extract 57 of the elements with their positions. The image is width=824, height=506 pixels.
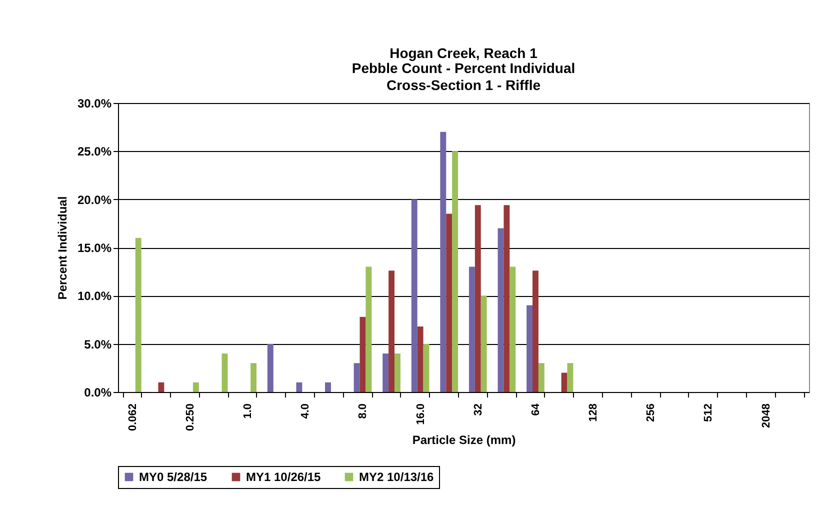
y-tick-label: 10.0% [77, 289, 112, 304]
legend-label: MY1 10/26/15 [246, 470, 322, 484]
x-tick-label: 256 [645, 404, 658, 422]
y-tick-label: 30.0% [77, 96, 112, 110]
x-tick-label: 0.250 [184, 404, 196, 432]
bar [267, 344, 274, 392]
y-tick-label: 25.0% [77, 144, 112, 159]
bar [567, 363, 574, 392]
bar [354, 363, 360, 392]
bar [498, 228, 504, 392]
bar [382, 353, 389, 392]
y-tick-label: 0.0% [84, 386, 112, 400]
legend-label: MY2 10/13/16 [359, 470, 434, 484]
y-tick-label: 5.0% [84, 337, 112, 352]
x-tick-label: 8.0 [357, 404, 370, 419]
bar [526, 305, 533, 392]
x-tick-label: 0.062 [126, 404, 139, 432]
bar [440, 132, 446, 392]
x-tick-label: 2048 [760, 404, 772, 428]
bar [538, 363, 544, 392]
bar [222, 353, 228, 392]
bar [360, 316, 366, 392]
y-axis-title: Percent Individual [55, 196, 70, 300]
x-axis-title: Particle Size (mm) [412, 433, 516, 448]
chart-title: Hogan Creek, Reach 1 [390, 45, 538, 61]
bar [510, 266, 516, 392]
bar [480, 296, 487, 392]
bar [532, 270, 538, 392]
bar [446, 214, 452, 392]
bar [423, 344, 430, 392]
bar [250, 363, 256, 392]
legend-label: MY0 5/28/15 [139, 470, 208, 484]
x-tick-label: 16.0 [414, 404, 427, 425]
x-tick-label: 128 [588, 404, 600, 422]
bar [394, 353, 400, 392]
bar [474, 205, 481, 392]
bar [417, 326, 424, 392]
y-tick-label: 20.0% [77, 192, 112, 207]
x-tick-label: 64 [530, 402, 542, 416]
bar [158, 382, 164, 392]
chart-subtitle: Pebble Count - Percent Individual Cross-Section 1 - Riffle [352, 60, 576, 93]
x-tick-label: 1.0 [242, 404, 254, 419]
bar [296, 382, 302, 392]
x-tick-label: 32 [472, 404, 484, 416]
bar [135, 238, 142, 392]
bar [468, 266, 475, 392]
x-tick-label: 512 [702, 404, 715, 422]
bar [192, 382, 199, 392]
x-tick-label: 4.0 [300, 404, 312, 419]
bar [366, 266, 372, 392]
bar [452, 151, 458, 392]
bar [411, 199, 418, 392]
bar [504, 205, 510, 392]
bar [561, 372, 568, 392]
bar [325, 382, 331, 392]
bar [388, 270, 394, 392]
y-tick-label: 15.0% [77, 241, 112, 255]
